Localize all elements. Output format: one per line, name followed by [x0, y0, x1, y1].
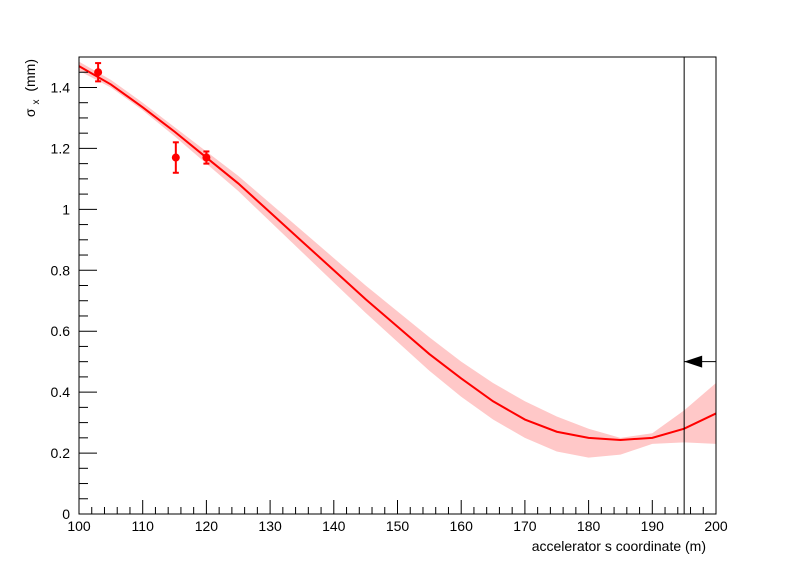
fit-error-band-layer: [79, 61, 716, 458]
fit-curve-line: [78, 65, 717, 441]
y-axis-unit: (mm): [22, 59, 38, 92]
ticks-layer: 100 110 120 130 140 150 160 170 180 190 200 0 0.2 0.4…: [51, 56, 728, 534]
fit-curve-layer: [78, 65, 717, 441]
y-tick-label: 1.4: [51, 79, 71, 95]
cut-arrow-head: [684, 355, 703, 368]
x-tick-label: 170: [513, 518, 537, 534]
fit-error-band: [79, 61, 716, 458]
y-tick-label: 1: [62, 201, 70, 217]
x-tick-label: 130: [258, 518, 282, 534]
x-tick-label: 100: [67, 518, 91, 534]
y-tick-label: 0.8: [51, 262, 71, 278]
y-tick-label: 1.2: [51, 140, 71, 156]
x-tick-label: 150: [386, 518, 410, 534]
x-tick-label: 120: [195, 518, 219, 534]
y-axis-title: σ x (mm): [22, 59, 42, 117]
x-axis-title: accelerator s coordinate (m): [532, 538, 706, 554]
data-point: [94, 68, 103, 77]
x-tick-label: 140: [322, 518, 346, 534]
y-tick-label: 0.4: [51, 384, 71, 400]
data-point: [171, 153, 180, 162]
x-tick-label: 160: [450, 518, 474, 534]
x-tick-label: 200: [704, 518, 728, 534]
y-axis-symbol: σ: [22, 108, 38, 117]
annotations-layer: [683, 57, 716, 514]
data-point: [202, 153, 211, 162]
y-tick-label: 0: [62, 506, 70, 522]
y-tick-label: 0.2: [51, 445, 71, 461]
x-tick-label: 180: [577, 518, 601, 534]
y-tick-label: 0.6: [51, 323, 71, 339]
x-tick-label: 190: [641, 518, 665, 534]
x-tick-label: 110: [132, 518, 155, 534]
y-axis-subscript: x: [31, 100, 42, 105]
data-points-layer: [94, 62, 211, 174]
